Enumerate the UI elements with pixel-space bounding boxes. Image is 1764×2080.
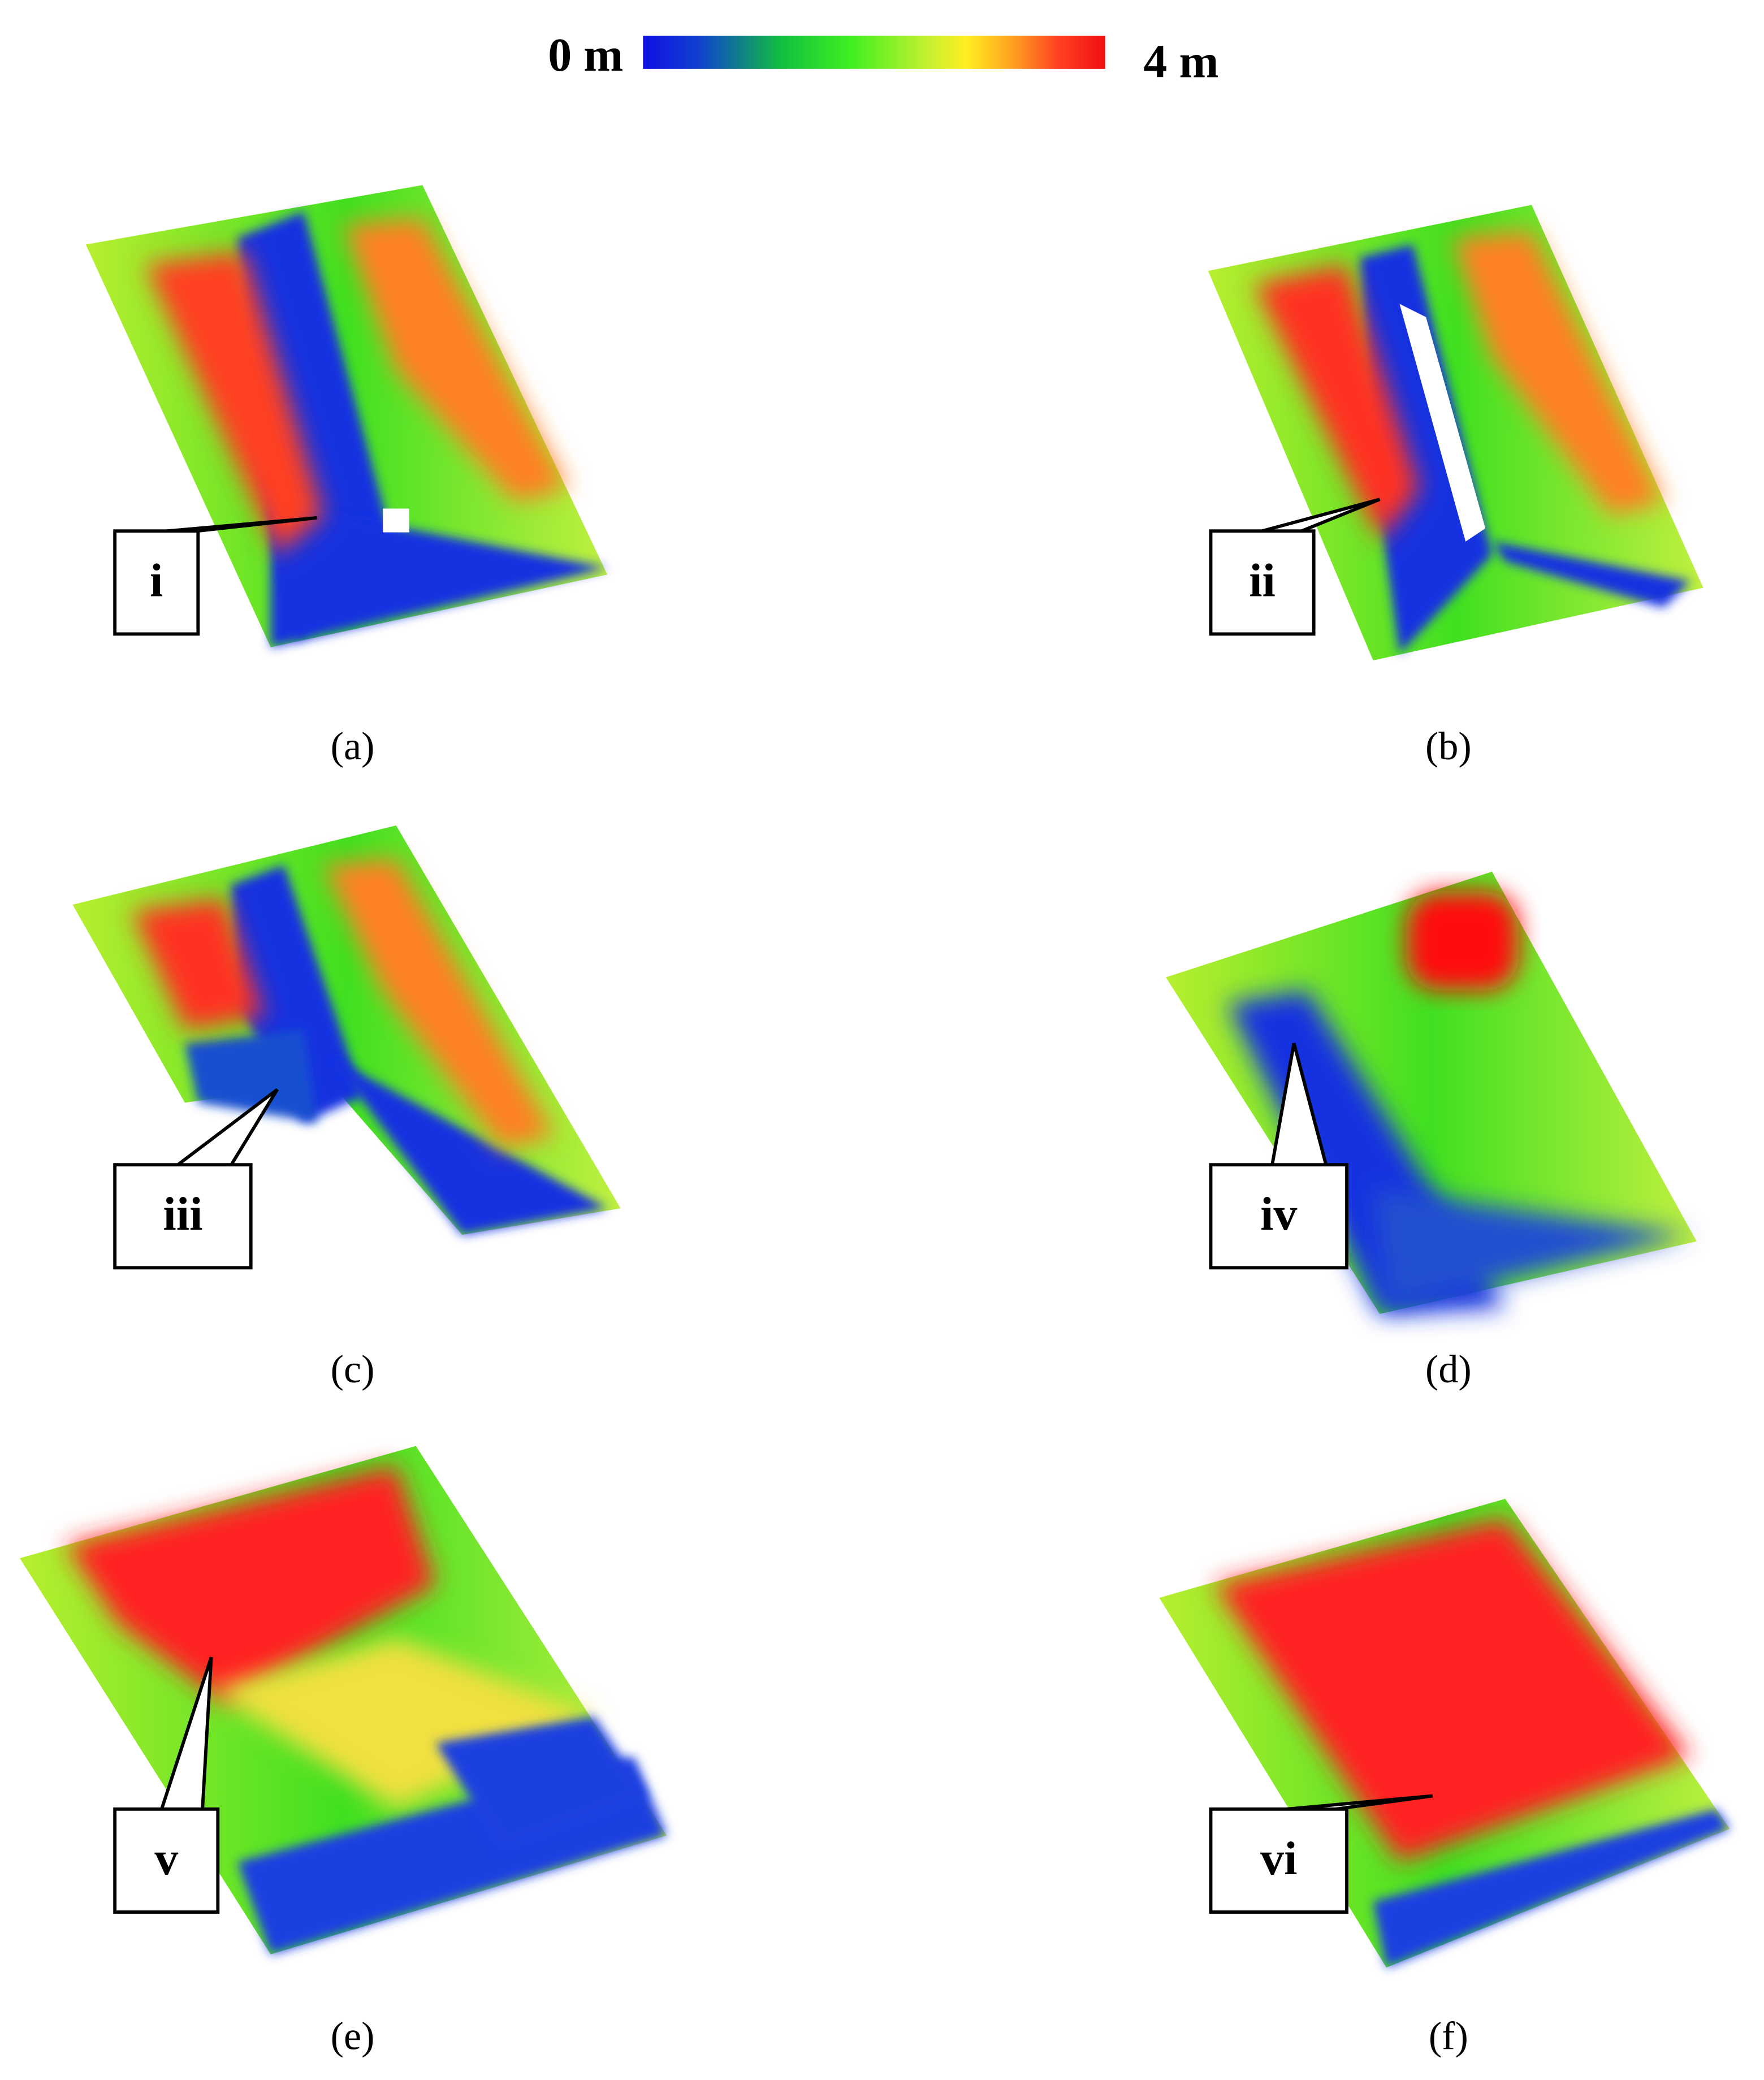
callout-label: iii — [163, 1188, 202, 1240]
panel-caption: (e) — [331, 2015, 375, 2059]
panel-caption: (d) — [1425, 1348, 1472, 1391]
panel-caption: (f) — [1429, 2015, 1468, 2059]
colorbar: 0 m 4 m — [548, 29, 1218, 88]
callout-label: i — [150, 554, 163, 607]
callout-box — [113, 1807, 220, 1914]
colorbar-min-label: 0 m — [548, 29, 623, 81]
callout-label: v — [154, 1832, 179, 1885]
colorbar-gradient — [643, 36, 1105, 69]
callout-box — [1209, 1807, 1348, 1914]
callout-label: ii — [1249, 554, 1276, 607]
terrain-e — [20, 1446, 667, 1954]
terrain-f — [1159, 1499, 1730, 1968]
colorbar-max-label: 4 m — [1143, 35, 1218, 88]
panel-caption: (c) — [331, 1348, 375, 1391]
callout-box — [1209, 529, 1316, 636]
labels: i (a) ii (b) iii (c) iv (d) v (e) vi (f) — [113, 498, 1472, 2059]
panel-caption: (b) — [1425, 725, 1472, 768]
callout-box — [113, 529, 200, 636]
terrain-a — [85, 185, 608, 647]
callout-label: vi — [1260, 1832, 1297, 1885]
panel-caption: (a) — [331, 725, 375, 768]
terrain-b — [1208, 205, 1704, 661]
callout-box — [1209, 1163, 1348, 1270]
callout-label: iv — [1260, 1188, 1298, 1240]
callout-box — [113, 1163, 253, 1270]
terrain-c — [72, 825, 621, 1235]
